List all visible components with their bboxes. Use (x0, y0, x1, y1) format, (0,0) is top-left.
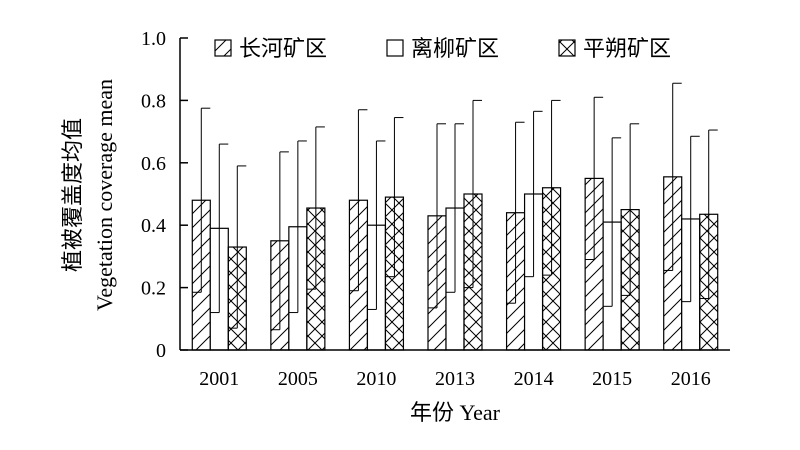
legend-swatch-1 (214, 39, 232, 57)
x-tick-label: 2010 (356, 368, 396, 390)
x-tick-label: 2016 (671, 368, 711, 390)
y-tick-label: 0.2 (141, 278, 166, 300)
y-tick-label: 0.6 (141, 153, 166, 175)
legend-label-3: 平朔矿区 (583, 36, 671, 61)
y-axis-title-cn: 植被覆盖度均值 (60, 118, 85, 272)
legend-swatch-2 (386, 39, 404, 57)
y-tick-label: 1.0 (141, 28, 166, 50)
y-tick-label: 0.8 (141, 90, 166, 112)
legend-label-2: 离柳矿区 (411, 36, 499, 61)
x-tick-label: 2001 (199, 368, 239, 390)
legend-swatch-3 (558, 39, 576, 57)
x-tick-label: 2005 (278, 368, 318, 390)
legend-label-1: 长河矿区 (239, 36, 327, 61)
y-tick-label: 0.4 (141, 215, 166, 237)
y-axis-title-en: Vegetation coverage mean (92, 79, 117, 311)
x-tick-label: 2015 (592, 368, 632, 390)
x-tick-label: 2014 (514, 368, 554, 390)
y-tick-label: 0 (156, 340, 166, 362)
x-tick-label: 2013 (435, 368, 475, 390)
x-axis-title: 年份 Year (410, 400, 501, 425)
